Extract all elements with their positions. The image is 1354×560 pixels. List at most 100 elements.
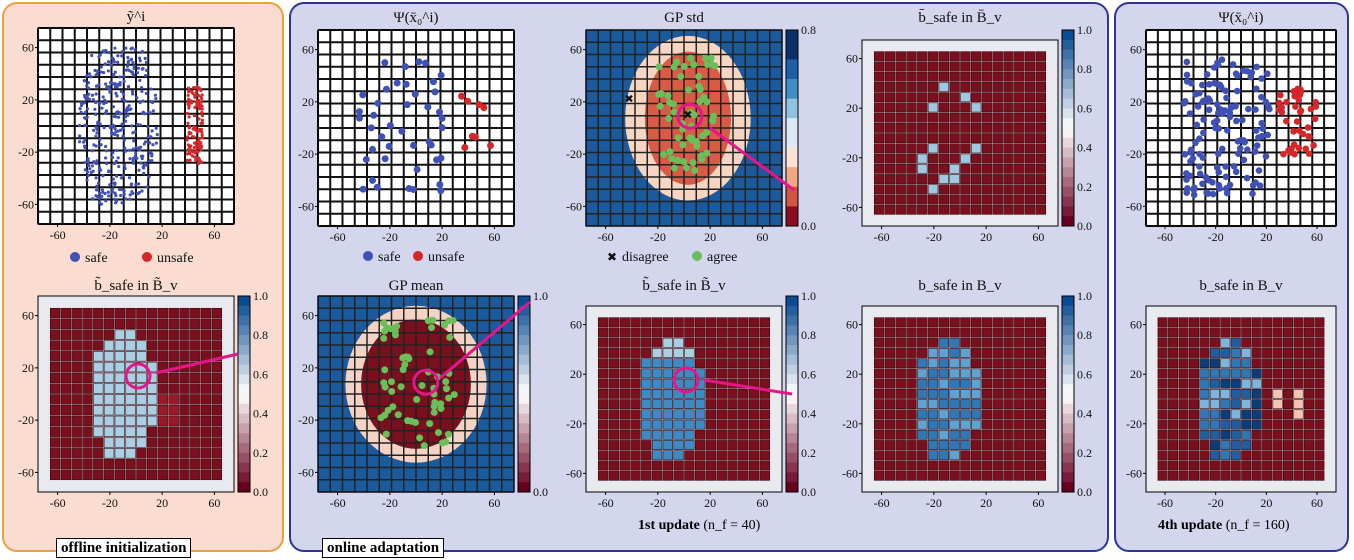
heatmap-cell — [1024, 194, 1036, 205]
heatmap-cell — [694, 358, 706, 369]
heatmap-cell — [1035, 470, 1047, 481]
heatmap-cell — [168, 383, 179, 394]
heatmap-cell — [114, 361, 126, 373]
heatmap-cell — [938, 470, 950, 481]
heatmap-cell — [1293, 450, 1304, 461]
heatmap-cell — [684, 470, 695, 481]
heatmap-cell — [619, 317, 630, 328]
heatmap-cell — [1199, 317, 1210, 328]
heatmap-cell — [748, 460, 760, 471]
heatmap-cell — [146, 351, 158, 362]
x-tick-label: -20 — [382, 230, 398, 244]
colorbar-tick-label: 0.8 — [1077, 328, 1092, 342]
colorbar-tick-label: 0.0 — [1077, 485, 1092, 499]
heatmap-cell — [705, 470, 717, 481]
heatmap-cell — [190, 307, 201, 319]
heatmap-cell — [949, 419, 960, 430]
colorbar-segment — [1062, 443, 1074, 454]
safe-point — [130, 46, 134, 50]
safe-point — [1216, 185, 1223, 192]
safe-point — [1229, 61, 1237, 68]
unsafe-point — [187, 126, 191, 130]
heatmap-cell — [211, 415, 223, 427]
safe-point — [91, 197, 95, 201]
heatmap-cell — [168, 394, 179, 405]
heatmap-cell — [93, 458, 104, 470]
heatmap-cell — [1230, 440, 1241, 450]
heatmap-cell — [71, 361, 82, 373]
heatmap-cell — [1220, 327, 1231, 338]
agree-point — [710, 112, 718, 120]
heatmap-cell — [1251, 348, 1262, 358]
heatmap-cell — [1199, 348, 1210, 358]
heatmap-cell — [179, 329, 190, 340]
heatmap-cell — [906, 122, 917, 133]
heatmap-cell — [895, 337, 906, 348]
heatmap-cell — [619, 388, 630, 399]
heatmap-cell — [630, 337, 641, 348]
safe-point — [378, 133, 386, 141]
heatmap-cell — [1035, 419, 1047, 430]
heatmap-cell — [1024, 204, 1036, 215]
heatmap-cell — [49, 383, 61, 394]
colorbar-frame — [237, 295, 251, 493]
heatmap-cell — [748, 327, 760, 338]
heatmap-cell — [705, 348, 717, 358]
chart-title: b_safe in B_v — [918, 278, 1002, 294]
heatmap-cell — [895, 143, 906, 154]
heatmap-cell — [597, 358, 609, 369]
colorbar-tick-label: 0.4 — [253, 407, 268, 421]
heatmap-cell — [619, 327, 630, 338]
safe-point — [1203, 71, 1211, 78]
agree-point — [426, 348, 434, 356]
colorbar-segment — [518, 384, 530, 395]
heatmap-cell — [938, 368, 950, 379]
heatmap-cell — [1209, 399, 1220, 410]
unsafe-point — [1290, 128, 1297, 135]
safe-point — [403, 101, 411, 109]
heatmap-cell — [1188, 388, 1199, 399]
colorbar-segment — [786, 394, 798, 405]
heatmap-cell — [1209, 358, 1220, 369]
heatmap-cell — [1303, 440, 1314, 450]
colorbar-segment — [1062, 472, 1074, 483]
heatmap-cell — [873, 184, 885, 195]
heatmap-cell — [1209, 450, 1220, 461]
unsafe-point — [471, 133, 479, 141]
heatmap-cell — [992, 368, 1003, 379]
safe-point — [126, 55, 130, 60]
heatmap-cell — [949, 450, 960, 461]
safe-point — [1219, 110, 1226, 117]
heatmap-cell — [1003, 348, 1014, 358]
heatmap-cell — [738, 327, 749, 338]
safe-point — [355, 114, 363, 122]
heatmap-cell — [1283, 348, 1294, 358]
agree-point — [674, 156, 682, 164]
heatmap-cell — [125, 415, 136, 427]
safe-point — [111, 59, 116, 63]
heatmap-cell — [190, 318, 201, 330]
unsafe-point — [197, 157, 201, 161]
agree-point — [702, 54, 710, 62]
safe-point — [107, 51, 111, 55]
heatmap-cell — [895, 71, 906, 82]
heatmap-cell — [917, 337, 928, 348]
safe-point — [117, 187, 122, 192]
colorbar-segment — [238, 433, 250, 444]
heatmap-cell — [1178, 388, 1189, 399]
agree-point — [445, 394, 453, 402]
heatmap-cell — [938, 153, 950, 164]
heatmap-cell — [927, 133, 939, 144]
safe-point — [110, 64, 114, 68]
agree-point — [446, 333, 454, 341]
safe-point — [126, 68, 130, 72]
heatmap-cell — [684, 460, 695, 471]
heatmap-cell — [190, 329, 201, 340]
heatmap-cell — [938, 51, 950, 62]
heatmap-cell — [716, 450, 727, 461]
heatmap-cell — [1303, 409, 1314, 420]
heatmap-cell — [1230, 399, 1241, 410]
agree-point — [680, 158, 688, 166]
agree-point — [382, 430, 390, 438]
heatmap-cell — [1014, 102, 1025, 113]
